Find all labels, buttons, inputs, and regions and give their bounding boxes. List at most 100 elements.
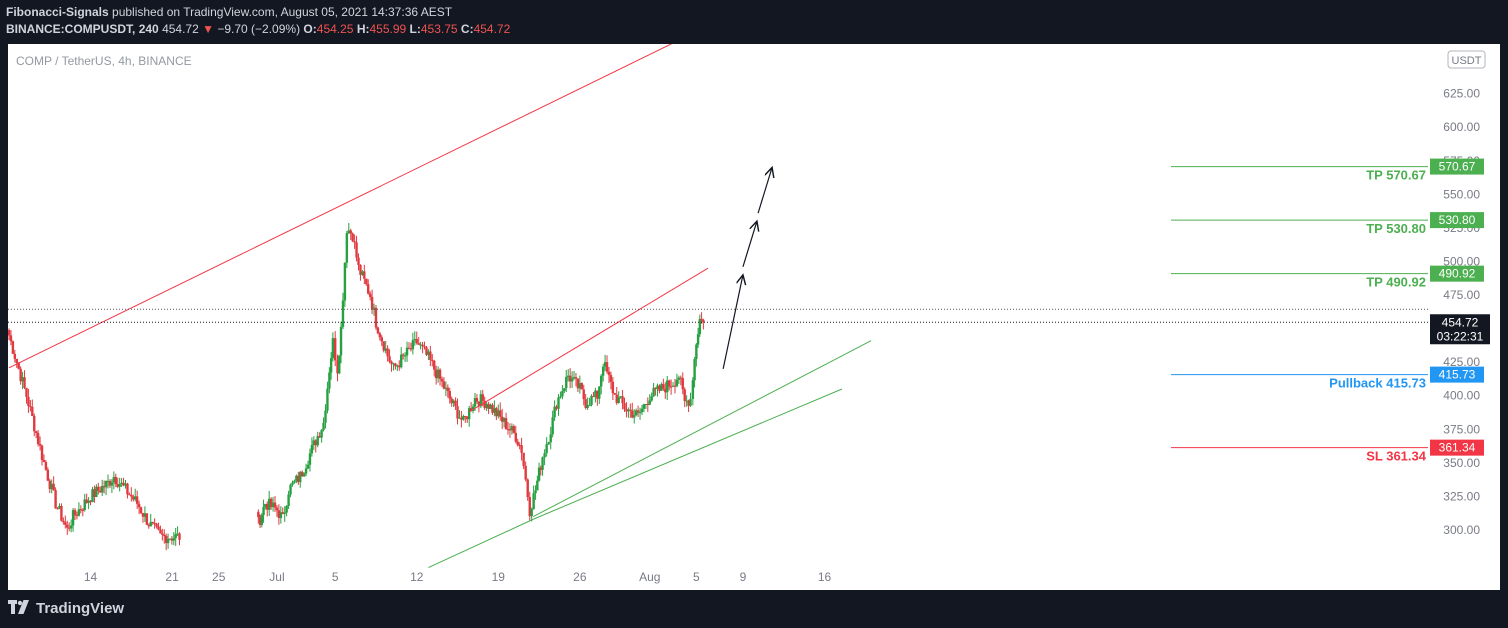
candle-body (652, 387, 655, 397)
candle-body (642, 404, 646, 409)
candle-body (462, 415, 465, 420)
candle-body (580, 383, 583, 390)
candle-body (91, 489, 94, 503)
candle-body (293, 480, 296, 483)
candle-body (58, 505, 61, 509)
candle-body (36, 433, 40, 445)
chart-area[interactable]: TP 570.67 TP 530.80 TP 490.92 Pullback 415.… (8, 44, 1500, 590)
publish-line: Fibonacci-Signals published on TradingVi… (6, 5, 452, 19)
candle-body (95, 486, 98, 497)
publisher-name[interactable]: Fibonacci-Signals (6, 5, 109, 19)
candle-body (324, 410, 327, 423)
x-tick-label: 26 (573, 570, 587, 584)
candle-body (450, 398, 453, 404)
x-tick-label: 12 (410, 570, 424, 584)
candle-body (467, 408, 471, 420)
tp-level-label: TP 530.80 (1366, 221, 1426, 236)
candle-body (605, 362, 609, 372)
price-chart-svg[interactable]: TP 570.67 TP 530.80 TP 490.92 Pullback 415.… (8, 44, 1500, 590)
candle-body (124, 483, 127, 486)
candle-body (574, 377, 578, 379)
candle-body (264, 503, 267, 508)
candle-body (518, 445, 521, 447)
candle-body (40, 445, 44, 460)
lower-red-channel-line[interactable] (468, 267, 709, 413)
candle-body (300, 471, 304, 477)
candle-body (582, 389, 585, 400)
candle-body (291, 482, 294, 485)
candle-body (590, 396, 593, 406)
candle-body (281, 512, 284, 514)
candle-body (157, 526, 160, 530)
candle-body (159, 529, 162, 534)
projection-arrow[interactable] (722, 275, 743, 369)
tp-price-tag-label: 490.92 (1439, 267, 1476, 281)
candle-body (326, 388, 329, 411)
candle-body (316, 436, 319, 446)
candle-body (510, 426, 514, 431)
symbol-name[interactable]: BINANCE:COMPUSDT, (6, 22, 136, 36)
candle-body (664, 388, 667, 393)
pullback-price-tag (1430, 366, 1484, 383)
projection-arrow[interactable] (742, 221, 757, 268)
candle-body (353, 241, 356, 243)
candle-body (19, 368, 22, 382)
candle-body (257, 511, 260, 518)
candle-body (609, 375, 613, 382)
candle-body (102, 486, 106, 488)
upper-channel-line[interactable] (8, 44, 699, 369)
green-trend-line[interactable] (533, 388, 843, 520)
currency-badge[interactable] (1447, 50, 1486, 69)
candle-body (359, 264, 362, 275)
candle-body (73, 510, 77, 516)
candle-body (636, 410, 640, 413)
change-down-icon: ▼ (202, 22, 214, 36)
green-trend-line[interactable] (533, 340, 872, 518)
candle-body (398, 365, 401, 368)
candle-body (329, 358, 333, 373)
candle-body (456, 406, 459, 419)
candle-body (469, 408, 473, 411)
green-trend-line[interactable] (428, 518, 534, 569)
candle-body (491, 404, 494, 413)
candle-body (132, 496, 135, 500)
candle-body (15, 358, 18, 363)
candle-body (400, 354, 403, 368)
x-tick-label: 5 (693, 570, 700, 584)
high-label: H: (356, 22, 370, 36)
candle-body (586, 405, 589, 409)
candle-body (176, 533, 179, 535)
candle-body (687, 400, 690, 406)
candle-body (438, 369, 442, 379)
candle-body (52, 483, 55, 491)
interval: 240 (138, 22, 159, 36)
candle-body (283, 512, 286, 514)
candle-body (367, 284, 370, 294)
tradingview-brand[interactable]: TradingView (8, 600, 124, 617)
y-tick-label: 350.00 (1443, 456, 1480, 470)
candle-body (75, 515, 79, 517)
candle-body (166, 539, 170, 544)
candle-body (87, 500, 90, 503)
candle-body (17, 362, 20, 369)
candle-body (310, 444, 314, 454)
projection-arrow[interactable] (757, 167, 772, 214)
candle-body (693, 359, 696, 381)
candle-body (38, 444, 42, 446)
candle-body (475, 398, 479, 402)
candle-body (93, 489, 96, 497)
candle-body (656, 385, 659, 389)
candle-body (174, 534, 177, 539)
candle-body (370, 296, 374, 310)
candle-body (149, 521, 152, 527)
candle-body (640, 408, 644, 413)
y-tick-label: 325.00 (1443, 489, 1480, 503)
candle-body (615, 394, 618, 403)
candle-body (506, 429, 510, 431)
y-tick-label: 300.00 (1443, 523, 1480, 537)
candle-body (376, 327, 380, 334)
candle-body (168, 538, 172, 540)
tp-price-tag (1430, 158, 1484, 175)
candle-body (101, 486, 104, 493)
candle-body (493, 408, 496, 413)
